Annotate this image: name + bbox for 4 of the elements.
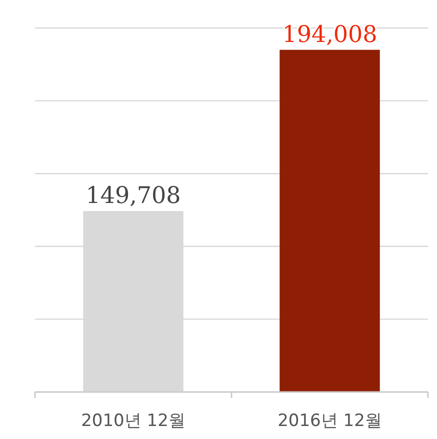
x-tick-label: 2010년 12월 <box>81 411 186 431</box>
data-label: 149,708 <box>86 183 181 210</box>
data-label: 194,008 <box>282 22 378 48</box>
x-tick-label: 2016년 12월 <box>278 411 382 431</box>
